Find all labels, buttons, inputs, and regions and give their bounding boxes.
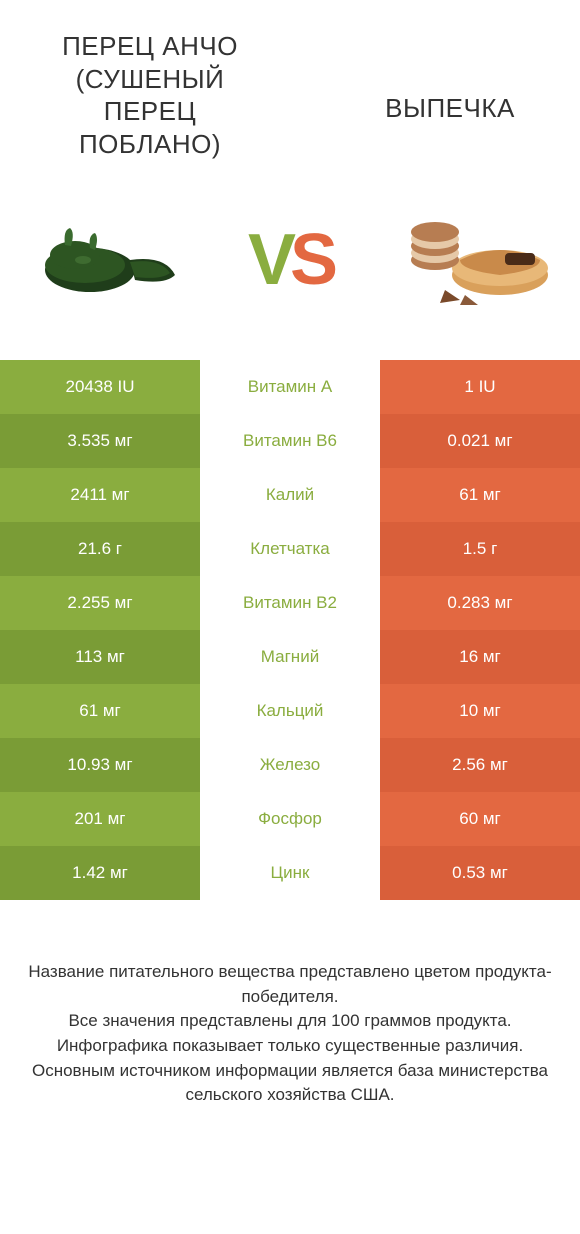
right-value: 0.283 мг bbox=[380, 576, 580, 630]
left-value: 2.255 мг bbox=[0, 576, 200, 630]
nutrient-label: Кальций bbox=[200, 684, 380, 738]
footnotes: Название питательного вещества представл… bbox=[0, 900, 580, 1108]
right-value: 1 IU bbox=[380, 360, 580, 414]
right-food-image bbox=[390, 200, 550, 320]
right-value: 16 мг bbox=[380, 630, 580, 684]
left-value: 20438 IU bbox=[0, 360, 200, 414]
vs-s-letter: S bbox=[290, 220, 332, 300]
table-row: 201 мгФосфор60 мг bbox=[0, 792, 580, 846]
left-value: 21.6 г bbox=[0, 522, 200, 576]
nutrient-label: Калий bbox=[200, 468, 380, 522]
nutrient-label: Цинк bbox=[200, 846, 380, 900]
nutrient-label: Железо bbox=[200, 738, 380, 792]
table-row: 113 мгМагний16 мг bbox=[0, 630, 580, 684]
left-value: 2411 мг bbox=[0, 468, 200, 522]
table-row: 1.42 мгЦинк0.53 мг bbox=[0, 846, 580, 900]
footnote-line: Все значения представлены для 100 граммо… bbox=[20, 1009, 560, 1034]
left-value: 61 мг bbox=[0, 684, 200, 738]
right-value: 10 мг bbox=[380, 684, 580, 738]
right-value: 0.021 мг bbox=[380, 414, 580, 468]
table-row: 61 мгКальций10 мг bbox=[0, 684, 580, 738]
nutrient-label: Витамин A bbox=[200, 360, 380, 414]
left-food-title: ПЕРЕЦ АНЧО (СУШЕНЫЙ ПЕРЕЦ ПОБЛАНО) bbox=[30, 30, 270, 160]
right-value: 2.56 мг bbox=[380, 738, 580, 792]
table-row: 10.93 мгЖелезо2.56 мг bbox=[0, 738, 580, 792]
nutrient-label: Магний bbox=[200, 630, 380, 684]
footnote-line: Основным источником информации является … bbox=[20, 1059, 560, 1108]
footnote-line: Инфографика показывает только существенн… bbox=[20, 1034, 560, 1059]
left-value: 113 мг bbox=[0, 630, 200, 684]
nutrient-label: Витамин B2 bbox=[200, 576, 380, 630]
right-value: 61 мг bbox=[380, 468, 580, 522]
vs-row: VS bbox=[0, 170, 580, 360]
right-food-title: ВЫПЕЧКА bbox=[350, 30, 550, 125]
header: ПЕРЕЦ АНЧО (СУШЕНЫЙ ПЕРЕЦ ПОБЛАНО) ВЫПЕЧ… bbox=[0, 0, 580, 170]
right-value: 1.5 г bbox=[380, 522, 580, 576]
vs-v-letter: V bbox=[248, 220, 290, 300]
left-value: 1.42 мг bbox=[0, 846, 200, 900]
left-value: 3.535 мг bbox=[0, 414, 200, 468]
comparison-table: 20438 IUВитамин A1 IU3.535 мгВитамин B60… bbox=[0, 360, 580, 900]
table-row: 3.535 мгВитамин B60.021 мг bbox=[0, 414, 580, 468]
left-value: 201 мг bbox=[0, 792, 200, 846]
nutrient-label: Фосфор bbox=[200, 792, 380, 846]
table-row: 2411 мгКалий61 мг bbox=[0, 468, 580, 522]
left-value: 10.93 мг bbox=[0, 738, 200, 792]
right-value: 60 мг bbox=[380, 792, 580, 846]
table-row: 21.6 гКлетчатка1.5 г bbox=[0, 522, 580, 576]
vs-label: VS bbox=[248, 219, 332, 301]
table-row: 20438 IUВитамин A1 IU bbox=[0, 360, 580, 414]
nutrient-label: Витамин B6 bbox=[200, 414, 380, 468]
right-value: 0.53 мг bbox=[380, 846, 580, 900]
nutrient-label: Клетчатка bbox=[200, 522, 380, 576]
footnote-line: Название питательного вещества представл… bbox=[20, 960, 560, 1009]
left-food-image bbox=[30, 200, 190, 320]
table-row: 2.255 мгВитамин B20.283 мг bbox=[0, 576, 580, 630]
